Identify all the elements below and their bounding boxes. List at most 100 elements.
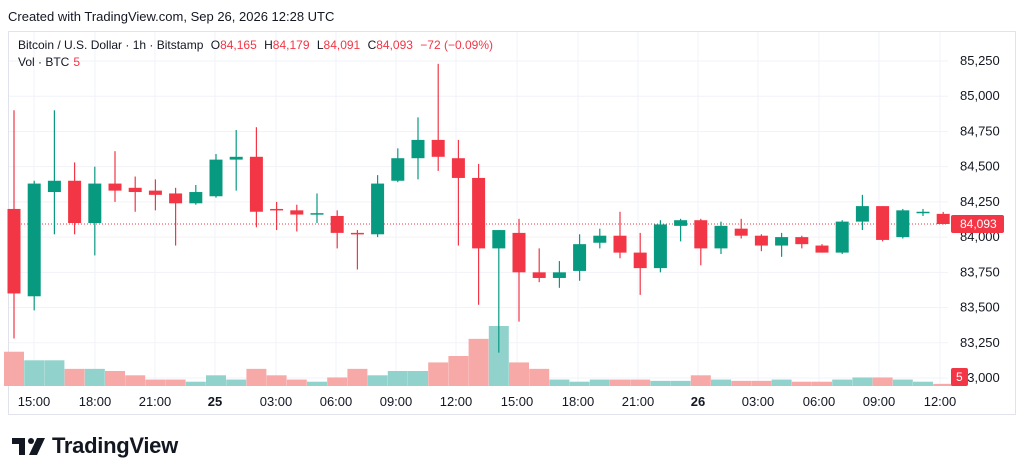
time-tick-label: 25 xyxy=(208,394,222,409)
volume-bar xyxy=(206,375,226,386)
price-tick-label: 83,250 xyxy=(960,335,1000,350)
volume-bar xyxy=(670,380,691,386)
candle xyxy=(573,234,587,281)
volume-bar xyxy=(488,326,509,386)
brand-name: TradingView xyxy=(52,433,178,458)
high-value: 84,179 xyxy=(272,38,310,52)
candle xyxy=(734,218,748,239)
volume-bar xyxy=(165,379,186,386)
candle xyxy=(128,176,142,212)
volume-bar xyxy=(791,381,812,386)
ohlc-legend: Bitcoin / U.S. Dollar · 1h · Bitstamp O8… xyxy=(18,38,493,52)
candle xyxy=(754,234,768,252)
candle xyxy=(896,208,910,239)
candle xyxy=(451,139,465,246)
candle-body xyxy=(512,232,526,273)
time-tick-label: 06:00 xyxy=(803,394,836,409)
volume-bar xyxy=(529,368,550,386)
candle xyxy=(593,228,607,249)
volume-bar xyxy=(246,368,267,386)
candle-body xyxy=(593,235,607,243)
candle-body xyxy=(229,156,243,160)
volume-bar xyxy=(367,375,388,386)
volume-bar xyxy=(468,338,489,386)
volume-bar xyxy=(145,379,166,386)
candle xyxy=(633,232,647,295)
candle xyxy=(411,117,425,180)
last-price-badge: 84,093 xyxy=(951,215,1004,233)
candle-body xyxy=(189,192,203,204)
time-tick-label: 09:00 xyxy=(380,394,413,409)
low-label: L xyxy=(316,38,324,52)
tradingview-logo-icon xyxy=(12,438,45,455)
price-tick-label: 85,000 xyxy=(960,88,1000,103)
candle xyxy=(552,261,566,288)
volume-bar xyxy=(44,360,65,386)
candle-body xyxy=(148,190,162,195)
price-tick-label: 84,500 xyxy=(960,159,1000,174)
volume-value: 5 xyxy=(73,55,81,69)
volume-bar xyxy=(549,379,570,386)
volume-bar xyxy=(428,362,449,386)
candle-body xyxy=(88,183,102,224)
candle-body xyxy=(7,208,21,294)
volume-label: Vol · BTC xyxy=(18,55,70,69)
candle-body xyxy=(633,252,647,269)
close-label: C xyxy=(367,38,377,52)
candle-body xyxy=(734,228,748,236)
candle xyxy=(431,63,445,171)
candle-body xyxy=(431,139,445,157)
candle xyxy=(835,220,849,255)
candle xyxy=(169,187,183,246)
candle-body xyxy=(492,230,506,249)
candle-body xyxy=(694,220,708,249)
volume-bar xyxy=(387,371,408,386)
candle xyxy=(815,244,829,253)
candle-body xyxy=(249,156,263,212)
candle xyxy=(916,208,930,216)
time-axis: 15:00 18:00 21:00 25 03:00 06:00 09:00 12:00 15:… xyxy=(18,394,957,409)
candle-body xyxy=(855,206,869,222)
volume-bar xyxy=(812,381,832,386)
volume-legend: Vol · BTC 5 xyxy=(18,55,80,69)
candle-body xyxy=(270,208,284,211)
candle xyxy=(148,179,162,211)
candle xyxy=(492,230,506,353)
candle xyxy=(674,218,688,242)
time-tick-label: 18:00 xyxy=(79,394,112,409)
candle-body xyxy=(714,225,728,249)
candle xyxy=(290,204,304,232)
candle-body xyxy=(451,158,465,178)
volume-bar xyxy=(105,371,125,386)
volume-bar xyxy=(266,375,287,386)
candle-body xyxy=(128,187,142,193)
tradingview-logo[interactable]: TradingView xyxy=(12,432,178,460)
price-tick-label: 84,750 xyxy=(960,123,1000,138)
candle-body xyxy=(552,272,566,278)
candle-body xyxy=(532,272,546,278)
candle xyxy=(512,218,526,322)
candle-body xyxy=(391,158,405,181)
volume-bar xyxy=(84,368,105,386)
volume-bar xyxy=(408,371,428,386)
price-tick-label: 83,000 xyxy=(960,370,1000,385)
candle xyxy=(532,248,546,283)
candle-body xyxy=(209,159,223,197)
volume-bar xyxy=(771,379,792,386)
candle-body xyxy=(68,180,82,224)
volume-bar xyxy=(892,379,913,386)
volume-bar xyxy=(307,381,327,386)
candle-body xyxy=(815,245,829,253)
volume-bar xyxy=(852,377,873,386)
candle xyxy=(714,221,728,255)
candle-body xyxy=(411,139,425,159)
close-value: 84,093 xyxy=(376,38,413,52)
candle xyxy=(936,211,950,225)
candle-body xyxy=(472,177,486,249)
candle-body xyxy=(108,183,122,191)
candle-body xyxy=(775,237,789,246)
candle-body xyxy=(330,215,344,233)
volume-bar xyxy=(650,380,671,386)
symbol-title: Bitcoin / U.S. Dollar · 1h · Bitstamp xyxy=(18,38,204,52)
